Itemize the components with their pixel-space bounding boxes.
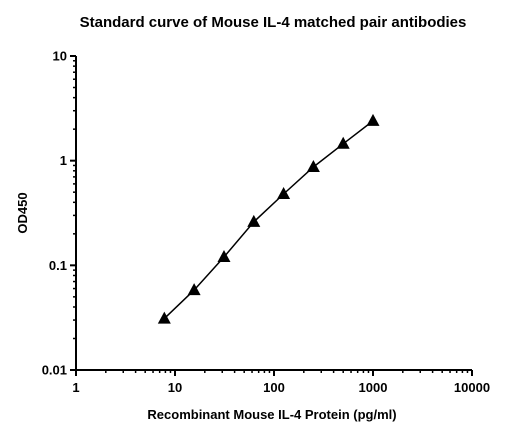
x-tick-label: 10 bbox=[168, 380, 182, 395]
data-point bbox=[336, 136, 350, 149]
data-point bbox=[247, 214, 261, 227]
y-axis-title: OD450 bbox=[15, 192, 30, 233]
data-point bbox=[157, 311, 171, 324]
data-points bbox=[157, 113, 380, 324]
axes bbox=[75, 56, 472, 371]
data-point bbox=[217, 250, 231, 263]
x-tick-label: 10000 bbox=[454, 380, 490, 395]
data-point bbox=[366, 113, 380, 126]
y-tick-label: 10 bbox=[53, 49, 67, 64]
data-point bbox=[187, 283, 201, 296]
data-point bbox=[277, 187, 291, 200]
y-tick-label: 0.01 bbox=[42, 363, 67, 378]
ticks: 0.01 0.1 1 10 1 10 100 1000 10000 bbox=[42, 49, 490, 396]
x-tick-label: 1000 bbox=[359, 380, 388, 395]
x-tick-label: 1 bbox=[72, 380, 79, 395]
data-point bbox=[306, 159, 320, 172]
chart-title: Standard curve of Mouse IL-4 matched pai… bbox=[80, 14, 467, 31]
y-tick-label: 0.1 bbox=[49, 258, 67, 273]
x-tick-label: 100 bbox=[263, 380, 285, 395]
y-tick-label: 1 bbox=[60, 153, 67, 168]
x-axis-title: Recombinant Mouse IL-4 Protein (pg/ml) bbox=[147, 407, 396, 422]
